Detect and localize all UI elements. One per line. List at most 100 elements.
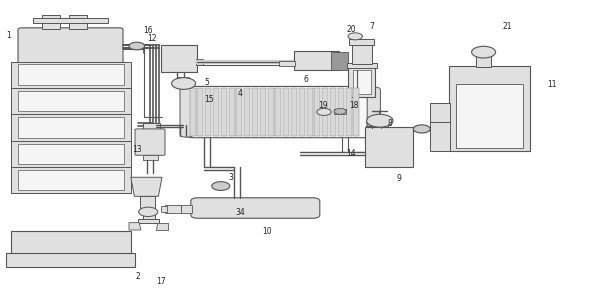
Bar bbox=[11, 62, 131, 88]
Circle shape bbox=[317, 108, 331, 115]
Text: 15: 15 bbox=[204, 95, 214, 104]
Bar bbox=[213, 88, 219, 136]
Bar bbox=[165, 205, 181, 213]
FancyBboxPatch shape bbox=[367, 87, 380, 137]
Bar bbox=[294, 51, 339, 70]
Text: 1: 1 bbox=[7, 31, 11, 40]
Bar bbox=[347, 63, 377, 68]
Bar bbox=[456, 84, 523, 148]
Text: 2: 2 bbox=[136, 272, 140, 281]
Bar bbox=[372, 121, 388, 128]
Bar bbox=[334, 109, 346, 114]
Text: 8: 8 bbox=[388, 119, 392, 127]
Bar bbox=[143, 212, 155, 220]
Circle shape bbox=[139, 207, 158, 217]
Bar bbox=[229, 88, 235, 136]
Circle shape bbox=[129, 42, 145, 50]
Bar bbox=[6, 253, 135, 267]
Bar bbox=[11, 231, 131, 255]
Bar bbox=[346, 88, 352, 136]
Bar bbox=[11, 141, 131, 167]
Bar bbox=[143, 123, 160, 130]
Text: 16: 16 bbox=[143, 26, 153, 35]
Text: 9: 9 bbox=[397, 174, 401, 183]
Text: 20: 20 bbox=[347, 25, 356, 34]
Bar bbox=[33, 18, 108, 23]
Bar bbox=[205, 88, 211, 136]
Bar bbox=[18, 117, 124, 138]
FancyBboxPatch shape bbox=[180, 87, 193, 137]
Text: 14: 14 bbox=[346, 149, 356, 158]
Bar bbox=[140, 196, 155, 208]
Bar bbox=[236, 88, 242, 136]
Bar bbox=[299, 88, 305, 136]
Bar bbox=[161, 206, 167, 212]
Bar bbox=[268, 88, 274, 136]
Text: 18: 18 bbox=[349, 101, 359, 110]
Bar bbox=[11, 114, 131, 141]
FancyBboxPatch shape bbox=[186, 86, 372, 138]
Bar bbox=[252, 88, 258, 136]
Circle shape bbox=[367, 114, 393, 127]
Bar bbox=[11, 88, 131, 114]
Bar bbox=[353, 88, 359, 136]
Bar bbox=[279, 61, 295, 66]
Bar bbox=[331, 52, 348, 70]
Bar bbox=[18, 91, 124, 111]
Bar bbox=[260, 88, 266, 136]
Bar bbox=[430, 122, 450, 151]
Text: 6: 6 bbox=[304, 75, 308, 84]
Polygon shape bbox=[129, 223, 141, 230]
Bar bbox=[330, 88, 336, 136]
Text: 21: 21 bbox=[502, 22, 512, 31]
Polygon shape bbox=[131, 177, 162, 196]
Bar bbox=[11, 167, 131, 193]
Bar bbox=[291, 88, 297, 136]
Bar bbox=[430, 103, 450, 122]
Bar bbox=[143, 155, 158, 160]
FancyBboxPatch shape bbox=[135, 129, 165, 155]
Bar bbox=[307, 88, 313, 136]
Circle shape bbox=[472, 46, 496, 58]
Bar bbox=[215, 184, 227, 188]
Bar bbox=[449, 66, 530, 151]
Text: 12: 12 bbox=[147, 34, 157, 42]
Bar bbox=[283, 88, 289, 136]
Bar bbox=[181, 205, 192, 213]
FancyBboxPatch shape bbox=[18, 28, 123, 79]
Text: 19: 19 bbox=[318, 101, 328, 110]
Bar bbox=[190, 88, 196, 136]
Circle shape bbox=[212, 182, 230, 190]
Bar bbox=[18, 64, 124, 85]
Bar bbox=[196, 59, 203, 65]
Bar bbox=[365, 127, 413, 167]
Circle shape bbox=[172, 78, 196, 89]
Bar bbox=[348, 67, 375, 97]
Text: 13: 13 bbox=[132, 145, 142, 154]
Bar bbox=[349, 39, 374, 45]
Bar bbox=[244, 88, 250, 136]
Bar bbox=[161, 45, 197, 72]
Bar bbox=[322, 88, 328, 136]
Bar bbox=[314, 88, 320, 136]
Bar bbox=[42, 15, 60, 29]
Bar bbox=[476, 55, 491, 67]
Text: 10: 10 bbox=[262, 227, 272, 236]
Polygon shape bbox=[156, 223, 168, 230]
Bar bbox=[476, 52, 491, 55]
Bar bbox=[353, 70, 371, 94]
Circle shape bbox=[348, 33, 362, 40]
Text: 3: 3 bbox=[229, 173, 233, 182]
Text: 17: 17 bbox=[156, 277, 166, 286]
Bar bbox=[338, 88, 344, 136]
Bar bbox=[221, 88, 227, 136]
FancyBboxPatch shape bbox=[177, 78, 190, 88]
Text: 11: 11 bbox=[547, 81, 557, 89]
Text: 5: 5 bbox=[205, 78, 209, 86]
Text: 7: 7 bbox=[370, 22, 374, 31]
Bar bbox=[69, 15, 87, 29]
Circle shape bbox=[334, 108, 346, 114]
Bar bbox=[352, 45, 372, 64]
Text: 34: 34 bbox=[235, 208, 245, 217]
Bar bbox=[18, 144, 124, 164]
